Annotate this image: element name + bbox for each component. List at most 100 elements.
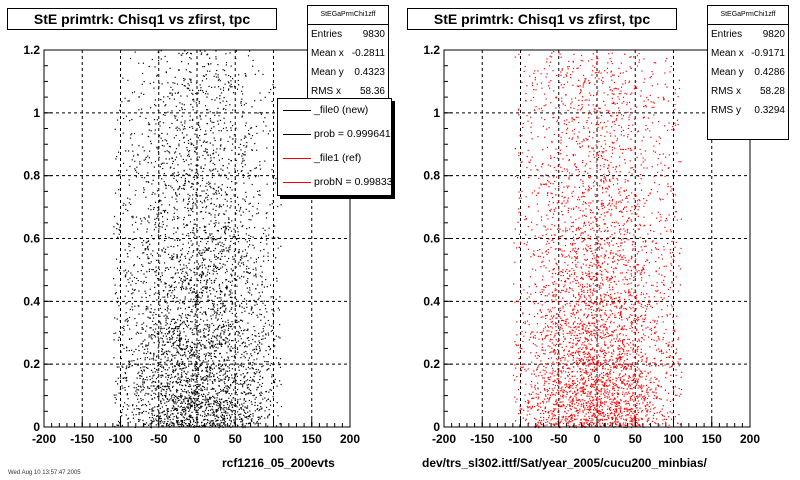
data-point xyxy=(250,235,252,238)
data-point xyxy=(220,370,222,372)
data-point xyxy=(258,332,260,334)
data-point xyxy=(214,99,216,101)
data-point xyxy=(218,380,220,382)
data-point xyxy=(174,159,176,161)
data-point xyxy=(234,387,236,389)
data-point xyxy=(615,401,617,403)
data-point xyxy=(238,173,240,175)
data-point xyxy=(196,342,198,344)
data-point xyxy=(194,381,196,383)
data-point xyxy=(184,257,187,259)
data-point xyxy=(214,400,216,402)
data-point xyxy=(146,325,148,327)
data-point xyxy=(238,408,240,410)
data-point xyxy=(181,254,183,256)
data-point xyxy=(219,95,221,97)
data-point xyxy=(183,371,185,373)
data-point xyxy=(239,208,241,210)
data-point xyxy=(161,366,163,368)
data-point xyxy=(236,319,238,322)
data-point xyxy=(168,236,170,239)
legend-entry: _file0 (new) xyxy=(278,99,391,123)
data-point xyxy=(215,317,217,319)
data-point xyxy=(162,366,164,368)
data-point xyxy=(225,365,227,367)
data-point xyxy=(244,200,247,203)
data-point xyxy=(171,255,173,257)
data-point xyxy=(186,288,188,290)
data-point xyxy=(151,422,153,424)
data-point xyxy=(229,291,232,293)
data-point xyxy=(592,419,594,421)
data-point xyxy=(119,226,121,228)
data-point xyxy=(568,355,570,357)
data-point xyxy=(241,115,244,117)
data-point xyxy=(178,334,180,336)
data-point xyxy=(218,130,220,132)
data-point xyxy=(183,80,185,82)
data-point xyxy=(199,301,201,303)
data-point xyxy=(193,408,196,410)
data-point xyxy=(196,329,198,331)
data-point xyxy=(272,313,274,315)
data-point xyxy=(197,137,199,139)
data-point xyxy=(256,389,258,391)
data-point xyxy=(157,259,160,261)
data-point xyxy=(210,388,212,390)
data-point xyxy=(273,267,275,269)
data-point xyxy=(240,319,242,321)
data-point xyxy=(238,366,240,368)
data-point xyxy=(569,397,571,399)
data-point xyxy=(228,419,231,421)
data-point xyxy=(223,300,225,302)
data-point xyxy=(266,369,268,371)
data-point xyxy=(269,349,271,351)
data-point xyxy=(218,403,220,405)
data-point xyxy=(153,355,155,357)
data-point xyxy=(246,337,248,339)
data-point xyxy=(240,338,242,340)
data-point xyxy=(609,334,611,336)
data-point xyxy=(148,122,150,124)
data-point xyxy=(146,271,148,273)
data-point xyxy=(198,253,200,255)
data-point xyxy=(246,271,248,273)
data-point xyxy=(227,341,229,343)
data-point xyxy=(581,374,583,376)
data-point xyxy=(159,235,161,237)
data-point xyxy=(153,229,155,231)
data-point xyxy=(223,310,225,313)
data-point xyxy=(184,50,186,52)
data-point xyxy=(204,105,207,107)
data-point xyxy=(194,274,196,276)
data-point xyxy=(186,406,188,408)
left-x-axis-label: rcf1216_05_200evts xyxy=(222,456,335,470)
data-point xyxy=(164,211,166,213)
data-point xyxy=(585,272,587,274)
data-point xyxy=(174,289,176,291)
data-point xyxy=(176,362,178,364)
data-point xyxy=(246,405,249,407)
data-point xyxy=(181,349,183,351)
data-point xyxy=(160,200,162,202)
data-point xyxy=(218,392,220,394)
data-point xyxy=(177,412,179,414)
data-point xyxy=(621,375,624,378)
data-point xyxy=(144,357,146,359)
data-point xyxy=(275,357,278,359)
data-point xyxy=(237,334,239,336)
data-point xyxy=(195,388,197,391)
data-point xyxy=(219,404,221,406)
data-point xyxy=(143,423,145,425)
data-point xyxy=(209,352,211,354)
data-point xyxy=(213,367,215,369)
data-point xyxy=(213,350,216,352)
data-point xyxy=(220,174,222,176)
data-point xyxy=(637,263,639,266)
data-point xyxy=(202,91,204,94)
data-point xyxy=(223,401,225,403)
data-point xyxy=(234,168,236,170)
data-point xyxy=(267,417,269,419)
data-point xyxy=(198,102,200,104)
legend-label: probN = 0.99833 xyxy=(314,176,392,188)
